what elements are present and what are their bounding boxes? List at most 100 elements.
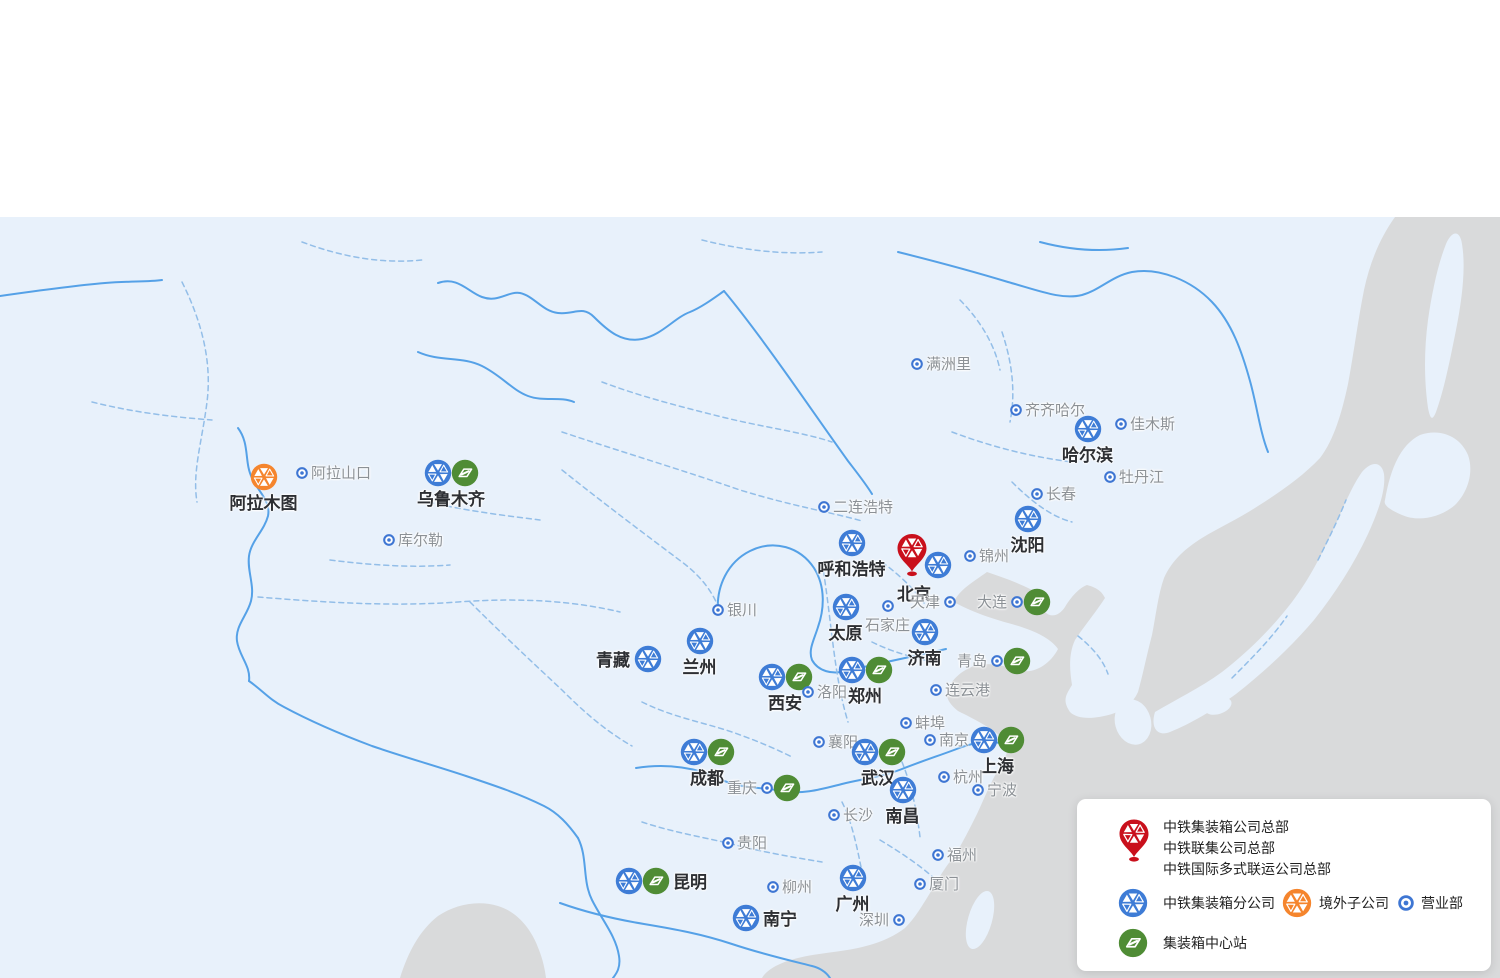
city-label: 满洲里 xyxy=(926,356,972,374)
map-marker-石家庄[interactable]: 石家庄 xyxy=(865,600,910,634)
sales-office-icon xyxy=(882,600,894,612)
branch-company-icon xyxy=(924,551,952,579)
map-marker-郑州[interactable]: 郑州 xyxy=(838,656,893,706)
legend-sales-label: 营业部 xyxy=(1421,895,1463,911)
map-marker-昆明[interactable]: 昆明 xyxy=(615,867,707,895)
map-marker-北京[interactable]: 北京 xyxy=(895,532,952,604)
city-label: 乌鲁木齐 xyxy=(417,490,485,509)
overseas-company-icon xyxy=(250,463,278,491)
city-label: 青岛 xyxy=(956,653,987,671)
container-station-icon xyxy=(1023,588,1051,616)
map-marker-厦门[interactable]: 厦门 xyxy=(914,876,959,893)
city-label: 洛阳 xyxy=(817,684,848,702)
sales-office-icon xyxy=(938,771,950,783)
sales-office-icon xyxy=(1031,488,1043,500)
map-marker-长沙[interactable]: 长沙 xyxy=(828,807,873,824)
city-label: 沈阳 xyxy=(1010,536,1045,555)
map-marker-南昌[interactable]: 南昌 xyxy=(886,776,920,826)
city-label: 长沙 xyxy=(843,807,874,825)
branch-company-icon xyxy=(634,645,662,673)
sales-office-icon xyxy=(911,358,923,370)
city-label: 南京 xyxy=(939,732,970,750)
branch-company-icon xyxy=(839,864,867,892)
map-marker-牡丹江[interactable]: 牡丹江 xyxy=(1104,469,1164,486)
map-marker-柳州[interactable]: 柳州 xyxy=(767,879,812,896)
map-marker-南宁[interactable]: 南宁 xyxy=(732,904,797,932)
branch-company-icon xyxy=(1014,505,1042,533)
map-marker-成都[interactable]: 成都 xyxy=(680,738,735,788)
islands xyxy=(965,233,1471,950)
map-marker-洛阳[interactable]: 洛阳 xyxy=(802,684,847,701)
container-station-icon xyxy=(997,726,1025,754)
map-marker-佳木斯[interactable]: 佳木斯 xyxy=(1115,416,1175,433)
branch-company-icon xyxy=(838,529,866,557)
sales-office-icon xyxy=(991,655,1003,667)
map-marker-沈阳[interactable]: 沈阳 xyxy=(1011,505,1045,555)
map-marker-宁波[interactable]: 宁波 xyxy=(972,782,1017,799)
city-label: 宁波 xyxy=(987,782,1018,800)
branch-company-icon xyxy=(758,663,786,691)
hq-pin-icon xyxy=(1119,819,1149,862)
map-marker-阿拉木图[interactable]: 阿拉木图 xyxy=(230,463,298,513)
map-marker-南京[interactable]: 南京 xyxy=(924,732,969,749)
sales-office-icon xyxy=(972,784,984,796)
map-marker-呼和浩特[interactable]: 呼和浩特 xyxy=(818,529,886,579)
map-marker-广州[interactable]: 广州 xyxy=(836,864,870,914)
map-marker-西安[interactable]: 西安 xyxy=(758,663,813,713)
map-marker-锦州[interactable]: 锦州 xyxy=(964,548,1009,565)
city-label: 阿拉山口 xyxy=(311,465,372,483)
map-marker-上海[interactable]: 上海 xyxy=(970,726,1025,776)
city-label: 深圳 xyxy=(858,912,889,930)
city-label: 牡丹江 xyxy=(1119,469,1165,487)
map-marker-哈尔滨[interactable]: 哈尔滨 xyxy=(1062,415,1113,465)
map-marker-二连浩特[interactable]: 二连浩特 xyxy=(818,499,893,516)
city-label: 佳木斯 xyxy=(1130,416,1176,434)
map-marker-满洲里[interactable]: 满洲里 xyxy=(911,356,971,373)
legend-hq-line-2: 中铁联集公司总部 xyxy=(1163,840,1275,856)
map-marker-长春[interactable]: 长春 xyxy=(1031,486,1076,503)
map-marker-济南[interactable]: 济南 xyxy=(908,618,942,668)
map-marker-深圳[interactable]: 深圳 xyxy=(859,912,905,929)
map-marker-太原[interactable]: 太原 xyxy=(829,593,863,643)
city-label: 北京 xyxy=(897,585,931,604)
city-label: 呼和浩特 xyxy=(817,560,886,579)
map-marker-杭州[interactable]: 杭州 xyxy=(938,769,983,786)
map-marker-福州[interactable]: 福州 xyxy=(932,847,977,864)
map-marker-重庆[interactable]: 重庆 xyxy=(727,774,801,802)
map-marker-大连[interactable]: 大连 xyxy=(977,588,1051,616)
city-label: 昆明 xyxy=(673,873,707,892)
sales-office-icon xyxy=(712,604,724,616)
city-label: 阿拉木图 xyxy=(229,494,298,513)
container-station-icon xyxy=(707,738,735,766)
map-marker-蚌埠[interactable]: 蚌埠 xyxy=(900,715,945,732)
map-marker-连云港[interactable]: 连云港 xyxy=(930,682,990,699)
map-marker-兰州[interactable]: 兰州 xyxy=(683,627,717,677)
map-marker-乌鲁木齐[interactable]: 乌鲁木齐 xyxy=(417,459,485,509)
city-label: 太原 xyxy=(828,624,863,643)
overseas-company-icon xyxy=(1282,888,1312,918)
map-marker-天津[interactable]: 天津 xyxy=(910,594,956,611)
sales-office-icon xyxy=(761,782,773,794)
hq-pin-icon xyxy=(897,533,927,577)
container-station-icon xyxy=(878,738,906,766)
legend-branch-label: 中铁集装箱分公司 xyxy=(1163,895,1275,911)
map-marker-阿拉山口[interactable]: 阿拉山口 xyxy=(296,465,371,482)
sales-office-icon xyxy=(802,686,814,698)
sales-office-icon xyxy=(944,596,956,608)
map-marker-贵阳[interactable]: 贵阳 xyxy=(722,835,767,852)
city-label: 兰州 xyxy=(682,658,717,677)
city-label: 南宁 xyxy=(763,910,797,929)
map-marker-青藏[interactable]: 青藏 xyxy=(596,645,662,673)
map-marker-武汉[interactable]: 武汉 xyxy=(851,738,906,788)
hq-pin-icon xyxy=(1117,818,1151,868)
map-marker-青岛[interactable]: 青岛 xyxy=(957,647,1031,675)
city-label: 西安 xyxy=(768,694,802,713)
map-marker-襄阳[interactable]: 襄阳 xyxy=(813,734,858,751)
map-marker-齐齐哈尔[interactable]: 齐齐哈尔 xyxy=(1010,402,1085,419)
sales-office-icon xyxy=(296,467,308,479)
sales-office-icon xyxy=(893,914,905,926)
city-label: 石家庄 xyxy=(864,617,911,634)
city-label: 哈尔滨 xyxy=(1062,446,1113,465)
map-marker-库尔勒[interactable]: 库尔勒 xyxy=(383,532,443,549)
map-marker-银川[interactable]: 银川 xyxy=(712,602,757,619)
